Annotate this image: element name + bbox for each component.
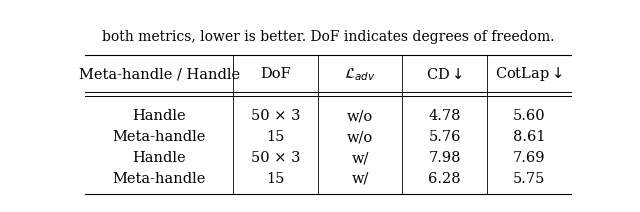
Text: both metrics, lower is better. DoF indicates degrees of freedom.: both metrics, lower is better. DoF indic… bbox=[102, 30, 554, 44]
Text: 4.78: 4.78 bbox=[428, 109, 461, 123]
Text: 5.75: 5.75 bbox=[513, 172, 545, 186]
Text: 15: 15 bbox=[266, 172, 285, 186]
Text: 7.69: 7.69 bbox=[513, 152, 545, 166]
Text: 6.28: 6.28 bbox=[428, 172, 461, 186]
Text: CD$\downarrow$: CD$\downarrow$ bbox=[426, 67, 463, 82]
Text: 15: 15 bbox=[266, 130, 285, 144]
Text: Handle: Handle bbox=[132, 109, 186, 123]
Text: $\mathcal{L}_{adv}$: $\mathcal{L}_{adv}$ bbox=[344, 66, 376, 83]
Text: 50 × 3: 50 × 3 bbox=[251, 152, 300, 166]
Text: w/o: w/o bbox=[347, 109, 373, 123]
Text: w/o: w/o bbox=[347, 130, 373, 144]
Text: w/: w/ bbox=[351, 172, 369, 186]
Text: Meta-handle / Handle: Meta-handle / Handle bbox=[79, 67, 239, 81]
Text: Meta-handle: Meta-handle bbox=[113, 172, 206, 186]
Text: 8.61: 8.61 bbox=[513, 130, 545, 144]
Text: w/: w/ bbox=[351, 152, 369, 166]
Text: Handle: Handle bbox=[132, 152, 186, 166]
Text: DoF: DoF bbox=[260, 67, 291, 81]
Text: CotLap$\downarrow$: CotLap$\downarrow$ bbox=[495, 66, 563, 83]
Text: 5.60: 5.60 bbox=[513, 109, 545, 123]
Text: 7.98: 7.98 bbox=[428, 152, 461, 166]
Text: Meta-handle: Meta-handle bbox=[113, 130, 206, 144]
Text: 50 × 3: 50 × 3 bbox=[251, 109, 300, 123]
Text: 5.76: 5.76 bbox=[428, 130, 461, 144]
